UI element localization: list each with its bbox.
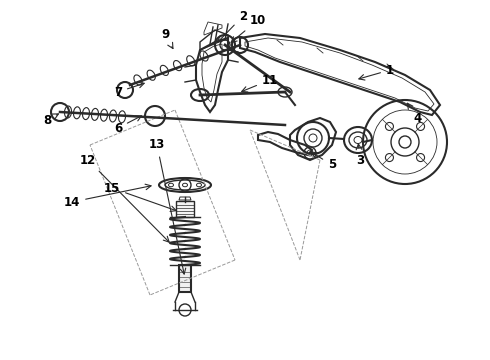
Text: 5: 5	[312, 152, 336, 171]
Text: 12: 12	[80, 153, 169, 242]
Text: 15: 15	[104, 181, 176, 211]
Text: 1: 1	[359, 63, 394, 80]
Text: 6: 6	[114, 116, 142, 135]
Text: 7: 7	[114, 82, 144, 99]
Text: 3: 3	[356, 144, 364, 166]
Text: 11: 11	[242, 73, 278, 92]
Text: 10: 10	[231, 13, 266, 42]
Bar	[179, 265, 191, 292]
Text: 4: 4	[407, 103, 422, 125]
Text: 8: 8	[43, 113, 58, 126]
Bar	[176, 201, 194, 217]
Text: 13: 13	[149, 139, 186, 274]
Text: 14: 14	[64, 184, 151, 208]
Text: 9: 9	[161, 28, 173, 49]
Text: 2: 2	[218, 9, 247, 42]
